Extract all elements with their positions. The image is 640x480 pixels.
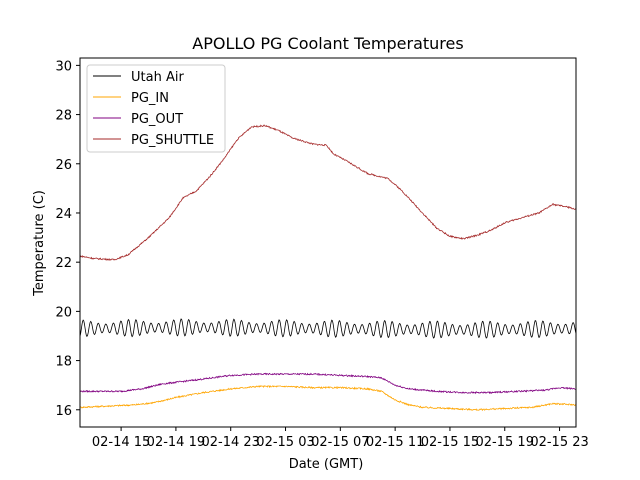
legend-label: PG_IN <box>131 91 169 106</box>
series-line-utah-air <box>79 318 577 339</box>
legend: Utah Air PG_IN PG_OUT PG_SHUTTLE <box>86 64 226 153</box>
y-axis: 16 18 20 22 24 26 28 30 <box>55 59 80 419</box>
chart-title: APOLLO PG Coolant Temperatures <box>192 34 463 53</box>
series-line-pg-shuttle <box>80 124 577 261</box>
x-axis-label: Date (GMT) <box>289 457 364 472</box>
series-line-pg-in <box>79 384 577 412</box>
legend-label: PG_OUT <box>131 112 183 127</box>
x-tick-label: 02-15 19 <box>476 435 534 450</box>
y-tick-label: 26 <box>55 158 72 173</box>
x-tick-label: 02-15 23 <box>530 435 588 450</box>
x-tick-label: 02-15 15 <box>421 435 479 450</box>
y-tick-label: 28 <box>55 109 72 124</box>
series-layer <box>79 124 577 412</box>
x-tick-label: 02-14 23 <box>201 435 259 450</box>
y-tick-label: 20 <box>55 305 72 320</box>
y-tick-label: 24 <box>55 207 72 222</box>
x-tick-label: 02-15 03 <box>256 435 314 450</box>
x-tick-label: 02-14 15 <box>92 435 150 450</box>
y-tick-label: 30 <box>55 59 72 74</box>
series-line-pg-out <box>79 372 577 395</box>
legend-box <box>86 64 226 153</box>
x-tick-label: 02-15 11 <box>366 435 424 450</box>
y-axis-label: Temperature (C) <box>32 190 47 297</box>
y-tick-label: 16 <box>55 404 72 419</box>
legend-label: PG_SHUTTLE <box>131 133 214 148</box>
y-tick-label: 18 <box>55 355 72 370</box>
x-tick-label: 02-15 07 <box>311 435 369 450</box>
y-tick-label: 22 <box>55 256 72 271</box>
x-tick-label: 02-14 19 <box>147 435 205 450</box>
legend-label: Utah Air <box>131 70 184 85</box>
plot-frame <box>79 57 577 428</box>
